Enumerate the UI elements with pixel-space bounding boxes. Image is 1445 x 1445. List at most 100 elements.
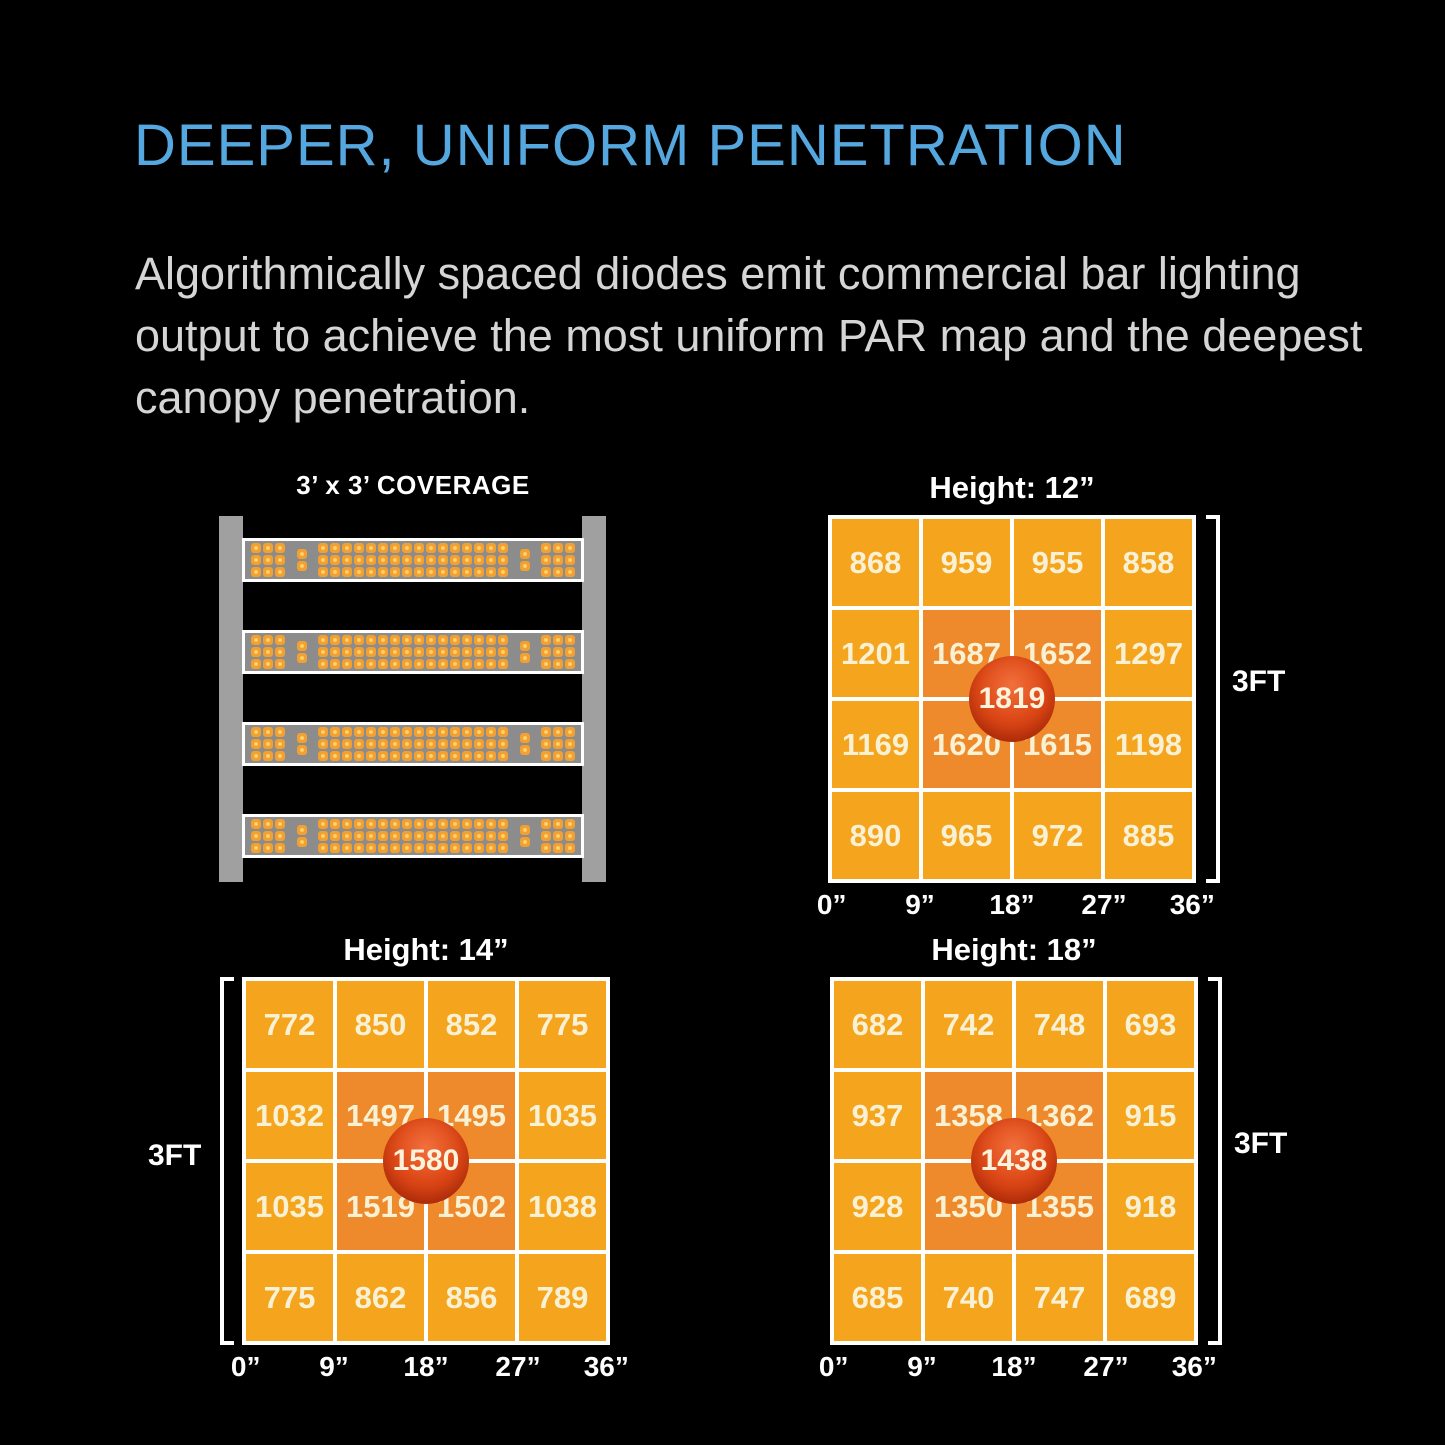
diode-icon (366, 739, 376, 749)
diode-icon (354, 659, 364, 669)
diode-icon (565, 567, 575, 577)
diode-icon (330, 843, 340, 853)
diode-icon (251, 819, 261, 829)
par-map-height-14: Height: 14” 772 850 852 775 1032 1497 14… (148, 932, 629, 1382)
x-tick: 18” (403, 1351, 449, 1382)
diode-icon (438, 555, 448, 565)
diode-group (318, 543, 508, 577)
diode-icon (414, 659, 424, 669)
diode-icon (342, 831, 352, 841)
diode-icon (296, 825, 307, 835)
x-tick: 27” (1083, 1351, 1129, 1382)
diode-group (251, 543, 285, 577)
diode-icon (402, 739, 412, 749)
par-cell: 850 (337, 981, 424, 1068)
x-tick: 9” (905, 889, 935, 920)
diode-icon (462, 567, 472, 577)
par-cell: 748 (1016, 981, 1103, 1068)
x-tick: 27” (495, 1351, 541, 1382)
diode-icon (450, 751, 460, 761)
diode-icon (390, 831, 400, 841)
side-label-3ft: 3FT (1232, 665, 1286, 698)
diode-group (519, 549, 530, 571)
diode-group (519, 733, 530, 755)
x-tick: 18” (991, 1351, 1037, 1382)
diode-icon (275, 727, 285, 737)
diode-icon (342, 739, 352, 749)
peak-value-badge: 1580 (383, 1118, 469, 1204)
diode-icon (553, 831, 563, 841)
diode-icon (553, 567, 563, 577)
diode-icon (541, 567, 551, 577)
height-bracket (220, 977, 234, 1345)
diode-icon (342, 567, 352, 577)
par-cell: 918 (1107, 1163, 1194, 1250)
diode-icon (342, 819, 352, 829)
diode-icon (474, 739, 484, 749)
diode-icon (438, 819, 448, 829)
diode-icon (426, 819, 436, 829)
par-cell: 928 (834, 1163, 921, 1250)
diode-group (251, 819, 285, 853)
diode-icon (251, 635, 261, 645)
description-text: Algorithmically spaced diodes emit comme… (135, 248, 1363, 423)
diode-icon (565, 543, 575, 553)
diode-icon (426, 659, 436, 669)
par-cell: 772 (246, 981, 333, 1068)
diode-group (318, 727, 508, 761)
diode-icon (296, 745, 307, 755)
diode-icon (263, 831, 273, 841)
diode-icon (390, 647, 400, 657)
diode-icon (378, 647, 388, 657)
diode-icon (426, 635, 436, 645)
diode-icon (519, 825, 530, 835)
diode-icon (498, 739, 508, 749)
diode-icon (519, 561, 530, 571)
diode-icon (251, 555, 261, 565)
diode-icon (318, 843, 328, 853)
x-tick: 0” (818, 1351, 849, 1382)
diode-icon (330, 635, 340, 645)
diode-icon (330, 819, 340, 829)
diode-icon (426, 831, 436, 841)
diode-icon (519, 745, 530, 755)
diode-icon (438, 567, 448, 577)
par-cell: 682 (834, 981, 921, 1068)
diode-icon (462, 831, 472, 841)
diode-icon (486, 727, 496, 737)
par-cell: 1495 (428, 1072, 515, 1159)
diode-icon (486, 751, 496, 761)
par-cell: 689 (1107, 1254, 1194, 1341)
diode-icon (354, 543, 364, 553)
diode-icon (402, 659, 412, 669)
diode-icon (498, 843, 508, 853)
diode-icon (402, 831, 412, 841)
diode-icon (553, 647, 563, 657)
diode-icon (402, 555, 412, 565)
diode-icon (541, 555, 551, 565)
diode-group (541, 543, 575, 577)
diode-icon (318, 819, 328, 829)
diode-icon (251, 843, 261, 853)
diode-icon (565, 635, 575, 645)
diode-icon (251, 751, 261, 761)
x-tick: 9” (907, 1351, 937, 1382)
par-cell: 937 (834, 1072, 921, 1159)
diode-icon (318, 635, 328, 645)
diode-icon (462, 751, 472, 761)
diode-icon (462, 843, 472, 853)
diode-icon (318, 739, 328, 749)
diode-icon (378, 659, 388, 669)
diode-icon (296, 561, 307, 571)
diode-group (541, 635, 575, 669)
diode-icon (275, 567, 285, 577)
diode-icon (474, 543, 484, 553)
diode-icon (275, 543, 285, 553)
diode-icon (390, 843, 400, 853)
diode-icon (486, 659, 496, 669)
diode-icon (296, 641, 307, 651)
diode-icon (474, 727, 484, 737)
par-map-title: Height: 14” (343, 932, 509, 967)
diode-icon (354, 843, 364, 853)
